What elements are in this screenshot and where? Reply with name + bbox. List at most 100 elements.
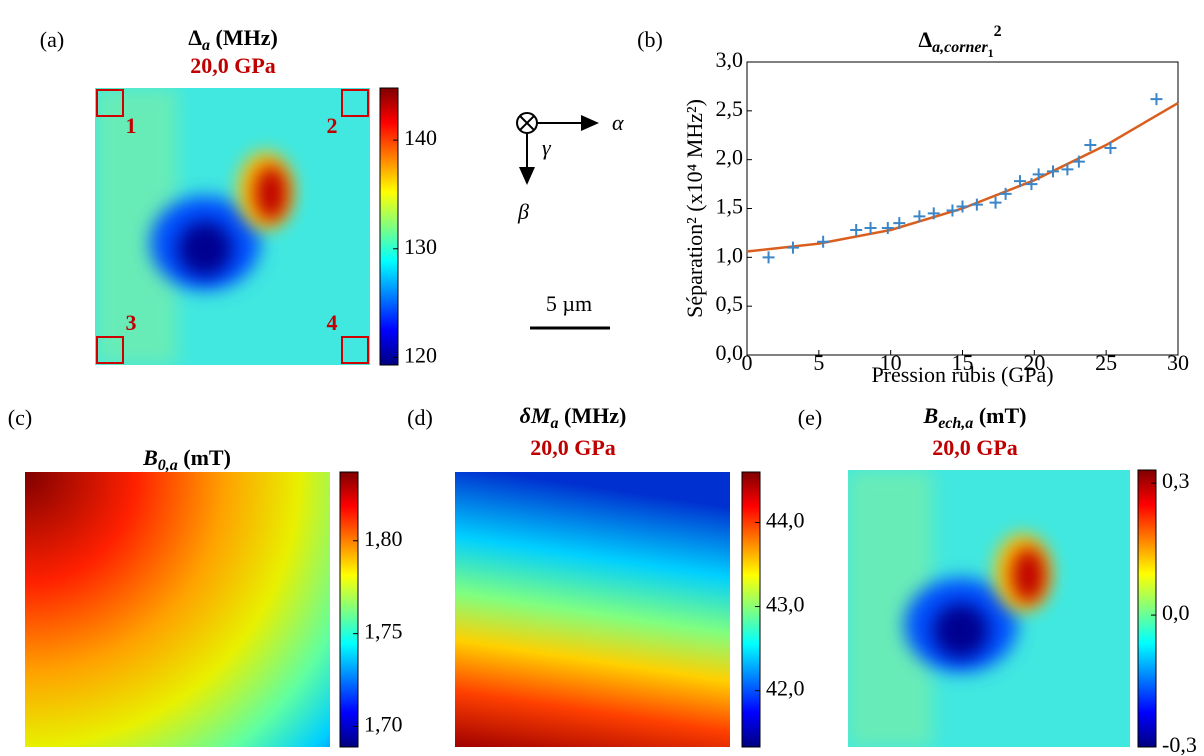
title-part: a (202, 37, 210, 54)
colorbar-tick-label: 130 (404, 234, 437, 259)
corner-label: 3 (126, 310, 137, 335)
data-point (850, 223, 863, 236)
data-point (970, 198, 983, 211)
title-part: (mT) (178, 445, 231, 470)
data-point (989, 196, 1002, 209)
data-point (893, 217, 906, 230)
title-part: 1 (988, 46, 994, 60)
heatmap-fill (25, 472, 330, 747)
colorbar-tick-label: 0,3 (1162, 468, 1190, 493)
blob-low-core (177, 220, 233, 277)
x-axis-label: Pression rubis (GPa) (871, 362, 1053, 387)
data-point (1061, 163, 1074, 176)
chart-subtitle: 20,0 GPa (932, 435, 1018, 460)
data-point (956, 200, 969, 213)
heatmap-image (848, 470, 1130, 747)
data-point (1084, 139, 1097, 152)
corner-box (96, 336, 124, 364)
x-tick-label: 15 (952, 350, 974, 375)
chart-title: δMa (MHz) (520, 403, 627, 432)
colorbar-tick-label: 140 (404, 125, 437, 150)
colorbar-tick-label: 1,80 (364, 526, 403, 551)
x-tick-label: 0 (742, 350, 753, 375)
alpha-label: α (612, 110, 624, 135)
corner-label: 2 (327, 113, 338, 138)
colorbar (1137, 469, 1157, 748)
data-point (1032, 168, 1045, 181)
y-tick-label: 2,5 (716, 96, 744, 121)
data-point (1047, 165, 1060, 178)
data-point (864, 222, 877, 235)
panel-label: (c) (8, 405, 32, 430)
chart-title: Δa (MHz) (188, 25, 278, 54)
y-axis-label: Séparation² (x10⁴ MHz²) (682, 99, 707, 318)
y-tick-label: 3,0 (716, 47, 744, 72)
colorbar (379, 87, 399, 366)
colorbar-tick-label: 43,0 (766, 592, 805, 617)
y-tick-label: 1,0 (716, 242, 744, 267)
axes-diagram: α β γ (516, 110, 624, 224)
colorbar-tick-label: -0,3 (1162, 732, 1197, 756)
title-part: a (551, 415, 559, 432)
y-tick-label: 2,0 (716, 145, 744, 170)
title-part: (MHz) (559, 403, 627, 428)
corner-label: 1 (126, 113, 137, 138)
colorbar-tick-label: 1,70 (364, 712, 403, 737)
data-point (881, 222, 894, 235)
chart-subtitle: 20,0 GPa (530, 435, 616, 460)
panel-label: (a) (40, 27, 64, 52)
blob-high-core (1011, 547, 1046, 603)
gamma-label: γ (542, 135, 552, 160)
title-part: (mT) (973, 403, 1026, 428)
title-part: δM (520, 403, 552, 428)
colorbar-tick-label: 44,0 (766, 508, 805, 533)
chart-title: Δa,corner12 (918, 23, 1001, 60)
y-tick-label: 1,5 (716, 194, 744, 219)
corner-box (341, 89, 369, 117)
x-tick-label: 5 (813, 350, 824, 375)
x-tick-label: 10 (880, 350, 902, 375)
colorbar (741, 471, 761, 748)
y-tick-label: 0,0 (716, 340, 744, 365)
colorbar-tick-label: 1,75 (364, 619, 403, 644)
corner-box (341, 336, 369, 364)
x-tick-label: 25 (1095, 350, 1117, 375)
chart-title: Bech,a (mT) (923, 403, 1027, 432)
beta-label: β (517, 199, 529, 224)
title-part: 2 (994, 23, 1002, 40)
colorbar-tick-label: 120 (404, 342, 437, 367)
data-point (1150, 93, 1163, 106)
title-part: (MHz) (210, 25, 278, 50)
data-point (762, 251, 775, 264)
x-tick-label: 30 (1167, 350, 1189, 375)
data-point (786, 241, 799, 254)
title-part: a,corner (932, 39, 988, 56)
data-point (1025, 178, 1038, 191)
title-part: 0,a (158, 457, 178, 474)
colorbar-tick-label: 42,0 (766, 676, 805, 701)
corner-box (96, 89, 124, 117)
corner-label: 4 (327, 310, 338, 335)
heatmap-image (95, 88, 370, 365)
data-point (946, 204, 959, 217)
fit-line (746, 101, 1179, 253)
panel-label: (e) (798, 405, 822, 430)
blob-high-core (254, 165, 288, 221)
panel-label: (d) (407, 405, 433, 430)
colorbar-tick-label: 0,0 (1162, 600, 1190, 625)
title-part: B (923, 403, 939, 428)
data-point (1104, 141, 1117, 154)
scale-bar: 5 µm (530, 291, 610, 330)
data-point (1013, 175, 1026, 188)
data-point (1072, 155, 1085, 168)
panel-label: (b) (637, 27, 663, 52)
chart-title: B0,a (mT) (142, 445, 231, 474)
chart-subtitle: 20,0 GPa (190, 53, 276, 78)
data-point (999, 187, 1012, 200)
x-tick-label: 20 (1023, 350, 1045, 375)
title-part: Δ (918, 27, 932, 52)
blob-low-core (932, 602, 989, 659)
heatmap-image (455, 472, 730, 747)
scale-bar-label: 5 µm (546, 291, 592, 316)
